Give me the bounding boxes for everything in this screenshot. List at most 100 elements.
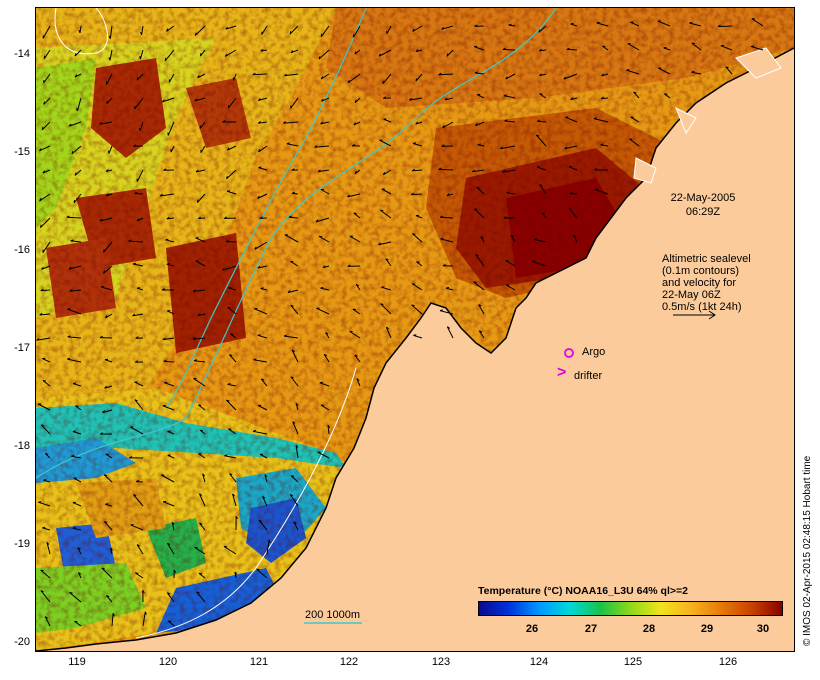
velocity-arrow <box>43 479 51 483</box>
velocity-arrow-head <box>381 286 385 288</box>
velocity-arrow <box>136 73 144 81</box>
velocity-arrow-head <box>77 547 81 550</box>
velocity-arrow <box>166 263 175 267</box>
velocity-arrow-head <box>193 359 198 362</box>
velocity-arrow-head <box>347 264 351 267</box>
velocity-arrow-head <box>257 195 260 199</box>
velocity-arrow-head <box>100 285 105 288</box>
velocity-arrow <box>290 475 299 483</box>
velocity-vectors <box>36 18 764 627</box>
velocity-arrow <box>163 360 175 363</box>
velocity-arrow-head <box>292 421 296 424</box>
velocity-arrow <box>264 474 268 483</box>
velocity-arrow-head <box>194 98 198 102</box>
velocity-arrow <box>74 49 82 57</box>
velocity-arrow <box>256 568 268 579</box>
velocity-arrow <box>134 193 144 195</box>
velocity-arrow-head <box>41 424 45 427</box>
velocity-arrow-head <box>295 444 299 448</box>
lon-tick-label: 126 <box>718 656 738 668</box>
velocity-arrow <box>505 284 516 291</box>
velocity-arrow-head <box>474 208 478 211</box>
velocity-arrow <box>67 358 82 363</box>
velocity-arrow-head <box>503 216 507 219</box>
isobath-legend-line <box>304 622 362 624</box>
velocity-arrow-head <box>41 126 44 131</box>
velocity-arrow <box>564 145 578 150</box>
velocity-arrow <box>195 260 206 267</box>
velocity-arrow <box>134 381 144 387</box>
velocity-arrow <box>412 143 423 147</box>
velocity-arrow-head <box>71 150 74 155</box>
velocity-arrow-head <box>70 239 74 242</box>
velocity-arrow <box>257 405 268 411</box>
velocity-arrow-head <box>441 26 445 30</box>
velocity-arrow-head <box>283 121 287 124</box>
velocity-arrow-head <box>564 146 568 150</box>
velocity-arrow <box>262 496 268 507</box>
velocity-arrow <box>257 193 268 199</box>
velocity-arrow <box>136 544 144 555</box>
velocity-arrow <box>195 237 206 243</box>
velocity-arrow-head <box>286 142 290 145</box>
velocity-arrow-head <box>40 288 44 292</box>
velocity-arrow-head <box>508 23 512 26</box>
velocity-arrow-head <box>99 432 104 435</box>
velocity-arrow <box>73 477 82 483</box>
velocity-arrow <box>382 73 392 85</box>
velocity-arrow <box>354 49 361 55</box>
velocity-arrow-head <box>76 107 78 112</box>
velocity-arrow-head <box>415 49 419 53</box>
velocity-arrow <box>476 94 485 99</box>
velocity-arrow-head <box>415 78 417 82</box>
velocity-arrow <box>536 166 547 171</box>
velocity-arrow <box>135 572 144 579</box>
velocity-arrow <box>226 190 237 195</box>
velocity-arrow-head <box>510 234 514 238</box>
velocity-arrow <box>319 382 330 387</box>
velocity-arrow <box>101 567 113 579</box>
velocity-arrow <box>320 189 330 195</box>
velocity-arrow <box>383 118 392 123</box>
velocity-arrow <box>446 326 454 339</box>
velocity-arrow-head <box>252 72 256 76</box>
velocity-arrow <box>133 494 144 507</box>
velocity-arrow-head <box>691 70 695 73</box>
velocity-arrow <box>505 73 516 80</box>
velocity-arrow-head <box>291 191 295 194</box>
velocity-arrow <box>74 169 82 176</box>
velocity-arrow <box>168 73 175 83</box>
velocity-arrow-head <box>439 309 444 312</box>
lat-tick-label: -15 <box>14 146 30 158</box>
velocity-arrow <box>416 261 423 267</box>
velocity-arrow-head <box>226 147 230 151</box>
velocity-arrow-head <box>46 542 50 545</box>
velocity-arrow-head <box>447 326 451 329</box>
velocity-arrow <box>539 184 547 195</box>
velocity-arrow-head <box>200 429 204 432</box>
velocity-arrow-head <box>139 127 141 132</box>
colorbar <box>478 601 783 616</box>
velocity-arrow-head <box>163 359 167 362</box>
velocity-arrow <box>691 71 702 75</box>
velocity-arrow <box>130 426 144 435</box>
velocity-arrow <box>165 239 175 243</box>
velocity-arrow <box>72 431 82 435</box>
velocity-arrow <box>347 193 361 198</box>
velocity-arrow-head <box>253 358 257 361</box>
velocity-arrow <box>200 145 206 153</box>
velocity-arrow <box>472 169 485 173</box>
velocity-arrow <box>629 138 640 147</box>
velocity-arrow <box>412 233 423 243</box>
velocity-arrow <box>142 611 146 627</box>
velocity-arrow-head <box>475 123 478 127</box>
lon-tick-label: 119 <box>68 656 86 668</box>
velocity-arrow-head <box>254 246 257 250</box>
velocity-arrow <box>601 97 609 100</box>
velocity-arrow-head <box>67 357 71 360</box>
velocity-arrow <box>261 25 268 35</box>
velocity-arrow <box>356 378 361 387</box>
velocity-arrow <box>502 49 516 51</box>
velocity-arrow <box>199 121 206 129</box>
velocity-arrow <box>170 145 175 153</box>
